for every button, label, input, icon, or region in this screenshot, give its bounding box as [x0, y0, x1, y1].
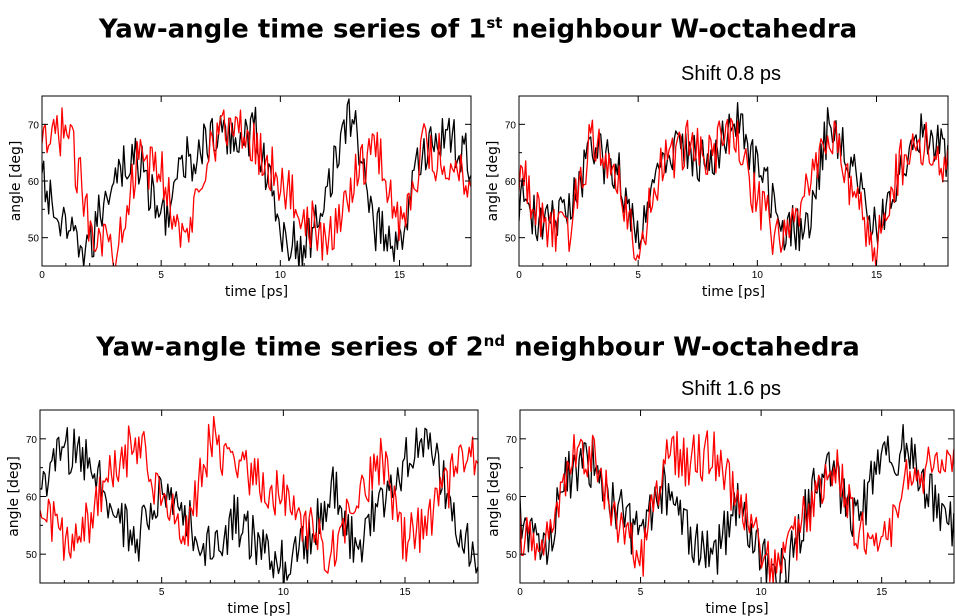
x-axis-label: time [ps]: [705, 601, 768, 616]
x-tick-label: 10: [752, 270, 764, 281]
y-tick-label: 50: [506, 550, 518, 561]
x-tick-label: 5: [159, 587, 165, 598]
x-tick-label: 15: [871, 270, 883, 281]
y-tick-label: 70: [505, 120, 517, 131]
x-axis-label: time [ps]: [227, 601, 290, 616]
series-line-red: [40, 416, 478, 574]
y-tick-label: 60: [506, 493, 518, 504]
y-tick-label: 70: [28, 120, 40, 131]
x-tick-label: 0: [39, 270, 45, 281]
title-second-sup: nd: [483, 332, 506, 350]
title-first-pre: Yaw-angle time series of 1: [98, 14, 487, 45]
section-title-first: Yaw-angle time series of 1st neighbour W…: [0, 14, 956, 45]
shift-label-second: Shift 1.6 ps: [681, 378, 782, 400]
title-second-post: neighbour W-octahedra: [505, 332, 860, 363]
x-axis-label: time [ps]: [225, 284, 288, 300]
y-axis-label: angle [deg]: [485, 141, 501, 222]
y-tick-label: 60: [26, 493, 38, 504]
series-line-red: [520, 430, 954, 583]
y-tick-label: 50: [28, 234, 40, 245]
title-first-sup: st: [486, 14, 503, 32]
x-tick-label: 5: [158, 270, 164, 281]
series-line-black: [40, 427, 478, 583]
x-tick-label: 15: [394, 270, 406, 281]
y-tick-label: 60: [28, 177, 40, 188]
y-axis-label: angle [deg]: [486, 456, 502, 537]
x-tick-label: 15: [876, 587, 888, 598]
x-tick-label: 0: [516, 270, 522, 281]
y-tick-label: 50: [505, 234, 517, 245]
title-first-post: neighbour W-octahedra: [502, 14, 858, 45]
x-tick-label: 10: [275, 270, 287, 281]
y-axis-label: angle [deg]: [8, 141, 24, 222]
y-tick-label: 60: [505, 177, 517, 188]
x-tick-label: 15: [399, 587, 411, 598]
y-axis-label: angle [deg]: [6, 456, 22, 537]
series-line-red: [42, 107, 471, 266]
section-title-second: Yaw-angle time series of 2nd neighbour W…: [0, 332, 956, 363]
x-tick-label: 5: [638, 587, 644, 598]
x-tick-label: 10: [278, 587, 290, 598]
y-tick-label: 70: [506, 435, 518, 446]
title-second-pre: Yaw-angle time series of 2: [96, 332, 484, 363]
series-line-black: [520, 423, 954, 583]
x-tick-label: 0: [517, 587, 523, 598]
x-tick-label: 10: [756, 587, 768, 598]
shift-label-first: Shift 0.8 ps: [681, 63, 782, 85]
y-tick-label: 70: [26, 435, 38, 446]
x-axis-label: time [ps]: [702, 284, 765, 300]
x-tick-label: 5: [635, 270, 641, 281]
y-tick-label: 50: [26, 550, 38, 561]
